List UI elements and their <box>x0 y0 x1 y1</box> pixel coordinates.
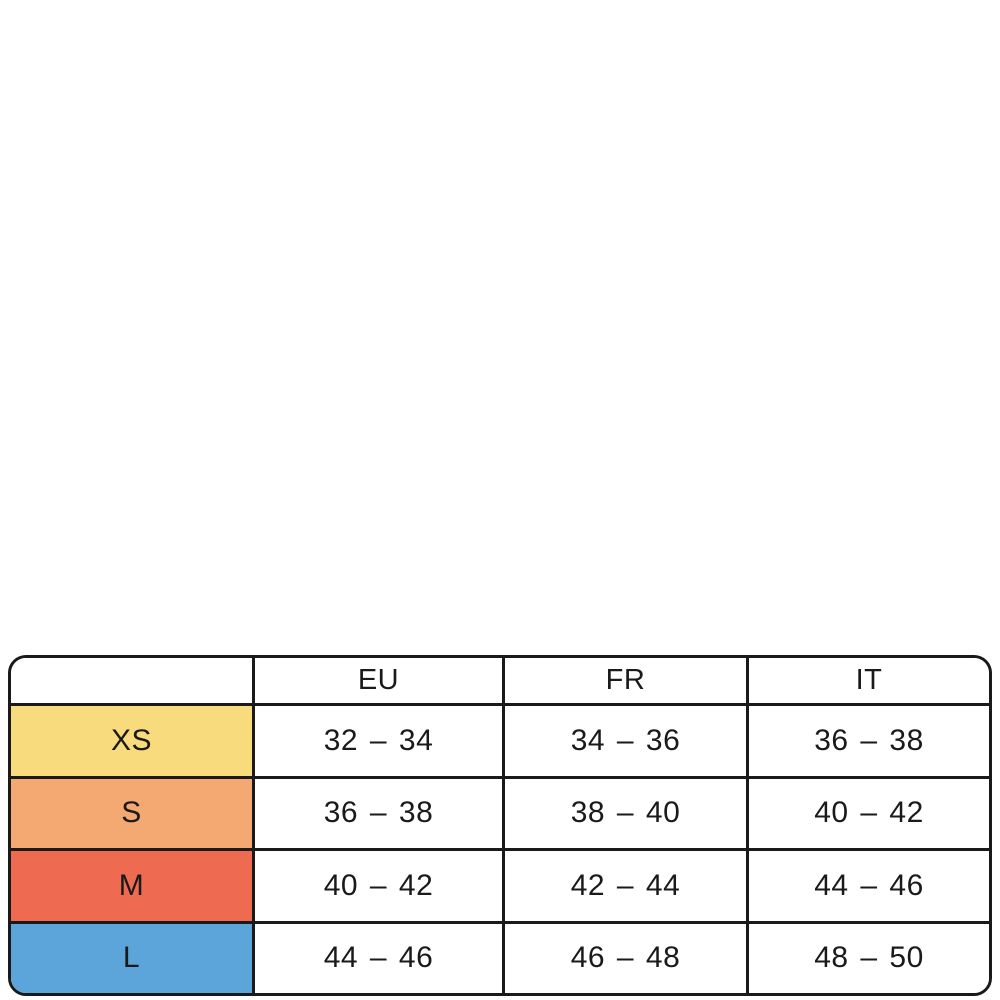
size-conversion-table: EU FR IT XS 32 – 34 34 – 36 36 – 38 S 36… <box>8 655 992 996</box>
value-xs-it: 36 – 38 <box>746 703 989 776</box>
value-m-eu: 40 – 42 <box>252 848 502 921</box>
value-s-eu: 36 – 38 <box>252 775 502 848</box>
column-header-eu: EU <box>252 658 502 703</box>
value-xs-fr: 34 – 36 <box>502 703 746 776</box>
size-label-xs: XS <box>11 703 252 776</box>
value-l-eu: 44 – 46 <box>252 920 502 993</box>
value-l-it: 48 – 50 <box>746 920 989 993</box>
size-label-s: S <box>11 775 252 848</box>
value-s-it: 40 – 42 <box>746 775 989 848</box>
value-l-fr: 46 – 48 <box>502 920 746 993</box>
size-label-l: L <box>11 920 252 993</box>
size-label-m: M <box>11 848 252 921</box>
value-m-it: 44 – 46 <box>746 848 989 921</box>
value-m-fr: 42 – 44 <box>502 848 746 921</box>
header-cell-empty <box>11 658 252 703</box>
value-xs-eu: 32 – 34 <box>252 703 502 776</box>
column-header-fr: FR <box>502 658 746 703</box>
value-s-fr: 38 – 40 <box>502 775 746 848</box>
column-header-it: IT <box>746 658 989 703</box>
